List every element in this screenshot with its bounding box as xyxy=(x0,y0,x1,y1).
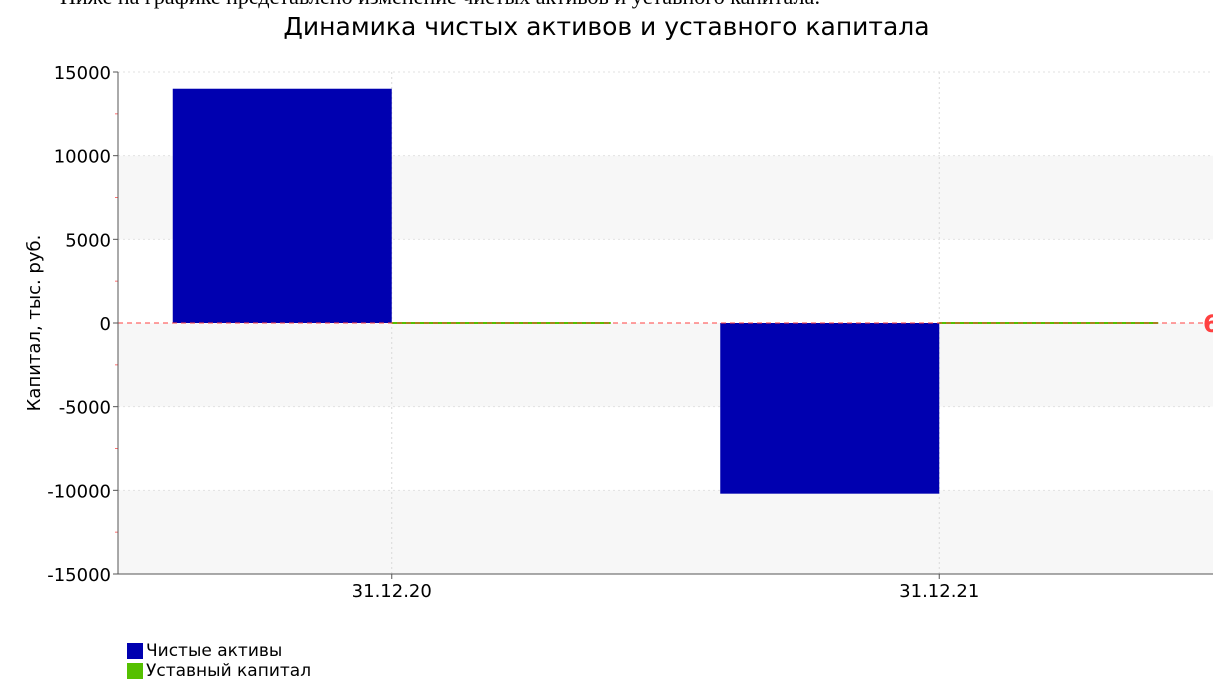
y-tick-label: -5000 xyxy=(59,398,111,419)
x-tick-label: 31.12.21 xyxy=(899,581,979,602)
bar-net-assets-0 xyxy=(172,88,392,323)
legend-item-net-assets: Чистые активы xyxy=(127,641,311,661)
legend-label-net-assets: Чистые активы xyxy=(146,641,283,661)
plot-band xyxy=(118,406,1213,491)
plot-band xyxy=(118,490,1213,574)
legend-label-authorized-capital: Уставный капитал xyxy=(146,661,312,681)
plot-band xyxy=(118,323,1213,407)
y-tick-label: -15000 xyxy=(47,565,111,586)
y-tick-label: 15000 xyxy=(54,63,111,84)
chart-legend: Чистые активы Уставный капитал xyxy=(127,641,311,681)
chart-title: Динамика чистых активов и уставного капи… xyxy=(283,12,930,41)
bar-net-assets-1 xyxy=(720,323,940,494)
legend-swatch-net-assets xyxy=(127,643,143,659)
y-axis-label: Капитал, тыс. руб. xyxy=(24,235,45,412)
bar-authorized-capital-0 xyxy=(391,322,611,324)
reference-line-label: 6 xyxy=(1203,310,1213,338)
page-caption-fragment: Ниже на графике представлено изменение ч… xyxy=(60,0,1180,10)
y-tick-label: 10000 xyxy=(54,147,111,168)
y-tick-label: -10000 xyxy=(47,481,111,502)
x-tick-label: 31.12.20 xyxy=(352,581,432,602)
y-tick-label: 0 xyxy=(100,314,111,335)
legend-swatch-authorized-capital xyxy=(127,663,143,679)
legend-item-authorized-capital: Уставный капитал xyxy=(127,661,311,681)
y-tick-label: 5000 xyxy=(65,230,111,251)
